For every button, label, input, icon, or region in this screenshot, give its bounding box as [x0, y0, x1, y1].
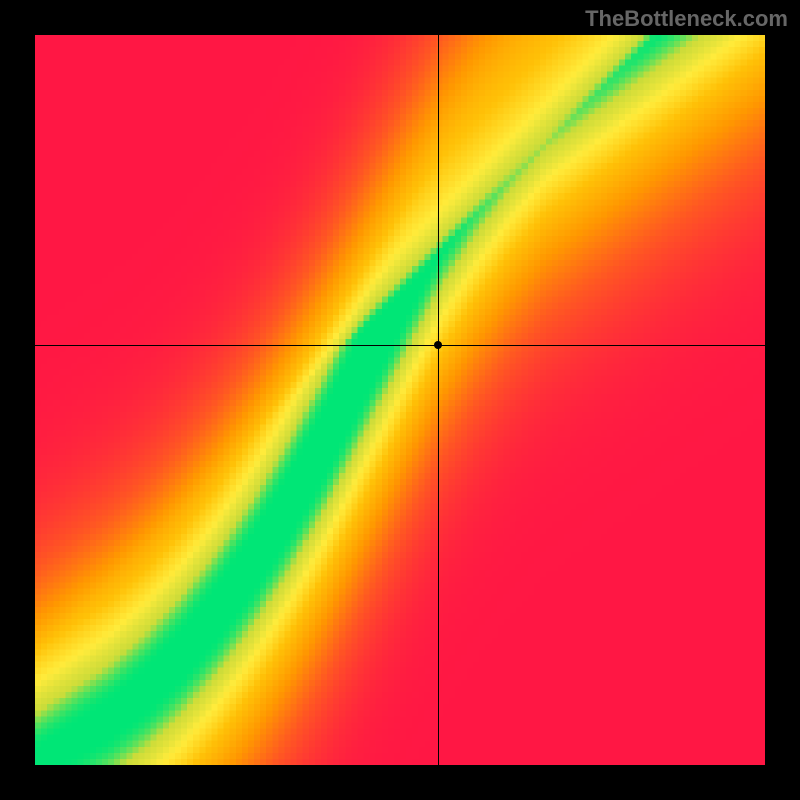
crosshair-vertical — [438, 35, 439, 765]
heatmap-canvas — [35, 35, 765, 765]
watermark-text: TheBottleneck.com — [585, 6, 788, 32]
heatmap-plot — [35, 35, 765, 765]
crosshair-horizontal — [35, 345, 765, 346]
chart-container: TheBottleneck.com — [0, 0, 800, 800]
marker-dot — [434, 341, 442, 349]
